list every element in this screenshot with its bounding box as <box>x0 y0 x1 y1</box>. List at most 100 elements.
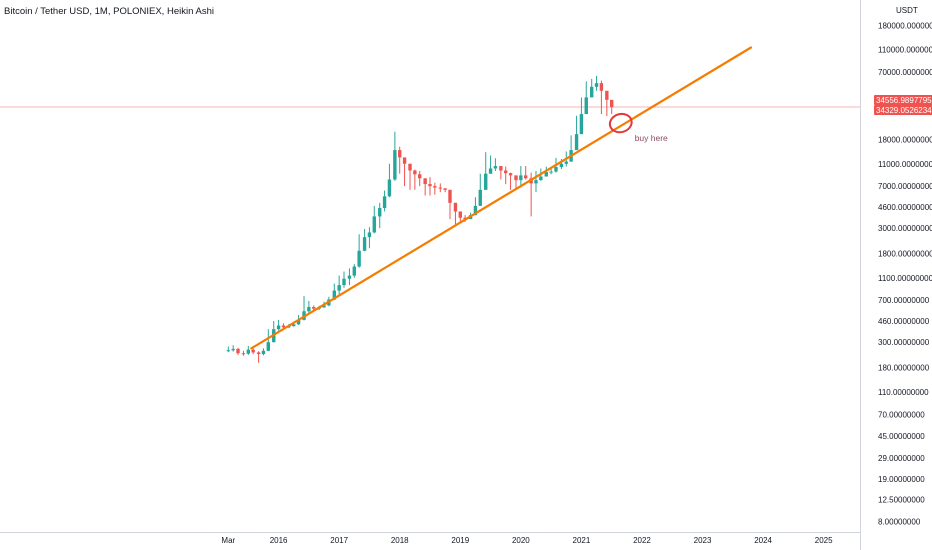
price-tick-label: 700.00000000 <box>878 296 930 305</box>
price-tick-label: 1100.00000000 <box>878 274 932 283</box>
plot-area[interactable]: buy here <box>0 46 860 363</box>
candle-body <box>231 348 235 351</box>
price-tick-label: 180.00000000 <box>878 363 930 372</box>
candle[interactable] <box>256 351 261 363</box>
candle[interactable] <box>337 275 341 297</box>
candle[interactable] <box>519 166 523 188</box>
candle[interactable] <box>382 190 387 212</box>
candle-body <box>453 202 458 212</box>
candle-body <box>332 290 337 300</box>
candle-body <box>534 180 538 184</box>
candle[interactable] <box>428 177 432 196</box>
candle[interactable] <box>266 329 270 352</box>
candle[interactable] <box>418 171 422 187</box>
price-tick-label: 12.50000000 <box>878 496 925 505</box>
time-tick-label: 2021 <box>573 536 591 545</box>
candle-body <box>549 171 553 173</box>
candle-body <box>539 176 543 181</box>
candle[interactable] <box>523 166 528 180</box>
candle-body <box>236 348 240 354</box>
candle-body <box>246 349 251 354</box>
candle[interactable] <box>246 345 251 355</box>
candle[interactable] <box>534 171 538 193</box>
candle[interactable] <box>347 268 352 286</box>
candle[interactable] <box>599 80 604 115</box>
price-axis[interactable]: 180000.00000000 110000.00000000 70000.0000… <box>874 6 932 527</box>
candle-body <box>594 83 599 87</box>
candle[interactable] <box>372 205 376 234</box>
candle[interactable] <box>402 157 407 187</box>
candle[interactable] <box>609 99 614 115</box>
candle[interactable] <box>231 345 235 352</box>
time-axis[interactable]: Mar 2016 2017 2018 2019 2020 2021 2022 2023 2024 2… <box>221 536 833 545</box>
candle[interactable] <box>478 173 482 206</box>
annotation-buy-here[interactable]: buy here <box>635 133 668 143</box>
time-tick-label: Mar <box>221 536 235 545</box>
candle-body <box>443 188 447 190</box>
candle[interactable] <box>508 172 513 190</box>
candle[interactable] <box>378 202 382 229</box>
candle[interactable] <box>307 300 311 314</box>
candle[interactable] <box>438 183 442 193</box>
candle[interactable] <box>393 131 397 181</box>
candle[interactable] <box>493 158 498 172</box>
candle[interactable] <box>514 175 518 190</box>
candle[interactable] <box>387 163 392 198</box>
price-badge: 34556.98977950 <box>874 95 932 105</box>
candle[interactable] <box>605 90 609 117</box>
candle[interactable] <box>413 169 417 190</box>
candle[interactable] <box>423 178 427 196</box>
candle[interactable] <box>584 81 588 115</box>
candle-body <box>337 285 341 291</box>
candle-body <box>590 86 594 98</box>
candle[interactable] <box>352 264 356 278</box>
candle[interactable] <box>272 321 276 343</box>
candle[interactable] <box>408 163 412 190</box>
candle-body <box>347 275 352 279</box>
candle[interactable] <box>241 350 246 356</box>
candle[interactable] <box>504 166 508 185</box>
candle[interactable] <box>398 146 402 174</box>
candle-body <box>448 189 452 203</box>
candle[interactable] <box>569 135 573 162</box>
candle[interactable] <box>448 189 452 220</box>
candle[interactable] <box>236 347 240 355</box>
candle[interactable] <box>488 155 493 174</box>
candle-body <box>493 166 498 169</box>
candle-body <box>544 172 548 177</box>
highlight-circle[interactable] <box>608 112 634 135</box>
price-tick-label: 19.00000000 <box>878 475 925 484</box>
candle-body <box>387 179 392 197</box>
candle-body <box>523 175 528 179</box>
candle[interactable] <box>276 319 281 331</box>
candle[interactable] <box>367 227 372 249</box>
candle[interactable] <box>261 348 266 356</box>
price-tick-label: 11000.00000000 <box>878 160 932 169</box>
candle[interactable] <box>594 75 599 91</box>
candle[interactable] <box>499 166 503 180</box>
candle[interactable] <box>574 115 579 151</box>
candle[interactable] <box>357 234 361 268</box>
candle[interactable] <box>362 228 367 252</box>
candle-body <box>372 216 376 233</box>
candle[interactable] <box>433 182 437 195</box>
candle-body <box>266 342 270 351</box>
candle-body <box>519 175 523 181</box>
price-tick-label: 110.00000000 <box>878 388 929 397</box>
candle[interactable] <box>579 97 584 135</box>
candle-body <box>342 278 346 286</box>
time-tick-label: 2023 <box>694 536 712 545</box>
price-tick-label: 7000.00000000 <box>878 182 932 191</box>
candle[interactable] <box>484 152 488 190</box>
candle-body <box>296 319 301 325</box>
candle[interactable] <box>226 346 231 353</box>
candle[interactable] <box>342 271 346 288</box>
price-tick-label: 70000.00000000 <box>878 68 932 77</box>
candle[interactable] <box>549 168 553 175</box>
candle[interactable] <box>453 202 458 227</box>
trendline[interactable] <box>250 46 753 350</box>
candle[interactable] <box>590 78 594 98</box>
candle-body <box>599 83 604 91</box>
candle[interactable] <box>443 188 447 193</box>
